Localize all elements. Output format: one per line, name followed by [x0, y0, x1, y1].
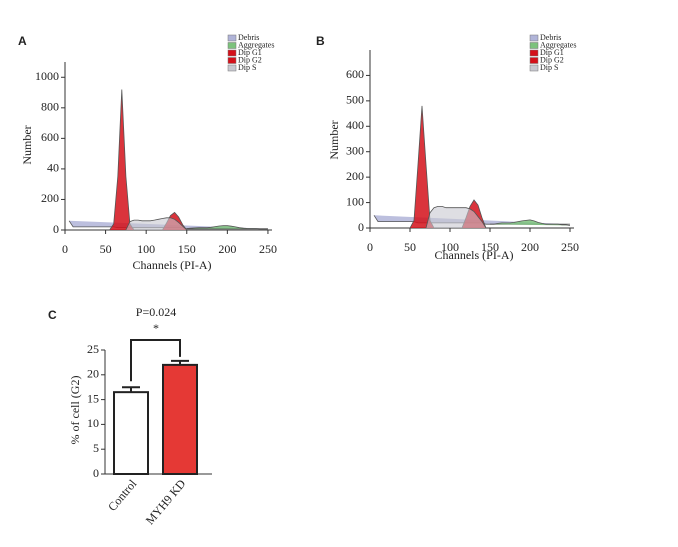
- y-tick-label: 200: [41, 191, 59, 205]
- x-tick-label: 250: [259, 242, 277, 256]
- histogram-area: [490, 219, 571, 226]
- x-tick-label: 150: [178, 242, 196, 256]
- p-value: P=0.024: [136, 305, 176, 319]
- bar: [113, 391, 149, 475]
- significance-bracket: [130, 339, 181, 382]
- y-tick-label: 600: [346, 67, 364, 81]
- y-axis-label: Number: [20, 125, 34, 164]
- legend-label: Dip G1: [540, 48, 564, 57]
- legend-label: Dip G2: [238, 55, 262, 64]
- legend-swatch: [529, 34, 539, 42]
- panel-label: C: [48, 308, 57, 322]
- x-tick-label: 0: [367, 240, 373, 254]
- y-tick-label: 0: [53, 222, 59, 236]
- x-tick-label: 150: [481, 240, 499, 254]
- legend-swatch: [227, 57, 237, 64]
- legend-label: Dip S: [238, 63, 256, 72]
- y-tick-label: 400: [346, 118, 364, 132]
- y-tick-label: 40: [47, 161, 59, 175]
- legend-swatch: [227, 42, 237, 49]
- x-tick-label: 0: [62, 242, 68, 256]
- legend-swatch: [529, 42, 539, 49]
- histogram-area: [186, 225, 268, 230]
- y-tick-label: 10: [87, 416, 99, 430]
- significance-star: *: [153, 321, 159, 335]
- legend-swatch: [529, 64, 539, 72]
- legend-swatch: [227, 64, 237, 72]
- y-tick-label: 20: [87, 367, 99, 381]
- x-tick-label: 50: [100, 242, 112, 256]
- x-axis-label: Channels (PI-A): [133, 258, 212, 272]
- legend-label: Debris: [540, 33, 561, 42]
- x-tick-label: 200: [521, 240, 539, 254]
- legend-label: Dip G1: [238, 48, 262, 57]
- legend-swatch: [529, 49, 539, 57]
- y-axis-label: Number: [327, 120, 341, 159]
- y-tick-label: 0: [358, 220, 364, 234]
- y-tick-label: 500: [346, 93, 364, 107]
- y-tick-label: 600: [41, 130, 59, 144]
- x-tick-label: 250: [561, 240, 579, 254]
- bar: [162, 363, 198, 476]
- legend-label: Aggregates: [540, 40, 576, 49]
- y-tick-label: 0: [93, 466, 99, 480]
- legend-label: Debris: [238, 33, 259, 42]
- x-tick-label: 100: [441, 240, 459, 254]
- y-tick-label: 1000: [35, 69, 59, 83]
- legend-label: Aggregates: [238, 40, 274, 49]
- legend-swatch: [227, 34, 237, 42]
- legend-swatch: [529, 57, 539, 64]
- y-tick-label: 300: [346, 143, 364, 157]
- legend-label: Dip S: [540, 63, 558, 72]
- histogram-area: [125, 217, 188, 231]
- histogram-area: [425, 206, 487, 229]
- x-tick-label: 200: [218, 242, 236, 256]
- y-axis-label: % of cell (G2): [68, 376, 82, 445]
- histogram-area: [109, 89, 135, 231]
- x-tick-label: 50: [404, 240, 416, 254]
- y-tick-label: 200: [346, 169, 364, 183]
- x-axis-label: Channels (PI-A): [435, 248, 514, 262]
- y-tick-label: 25: [87, 342, 99, 356]
- y-tick-label: 15: [87, 391, 99, 405]
- y-tick-label: 800: [41, 100, 59, 114]
- panel-label: B: [316, 34, 325, 48]
- histogram-area: [409, 105, 435, 229]
- legend-swatch: [227, 49, 237, 57]
- x-tick-label: MYH9 KD: [143, 476, 189, 527]
- y-tick-label: 100: [346, 194, 364, 208]
- y-tick-label: 5: [93, 441, 99, 455]
- x-tick-label: Control: [105, 476, 140, 514]
- legend-label: Dip G2: [540, 55, 564, 64]
- x-tick-label: 100: [137, 242, 155, 256]
- panel-label: A: [18, 34, 27, 48]
